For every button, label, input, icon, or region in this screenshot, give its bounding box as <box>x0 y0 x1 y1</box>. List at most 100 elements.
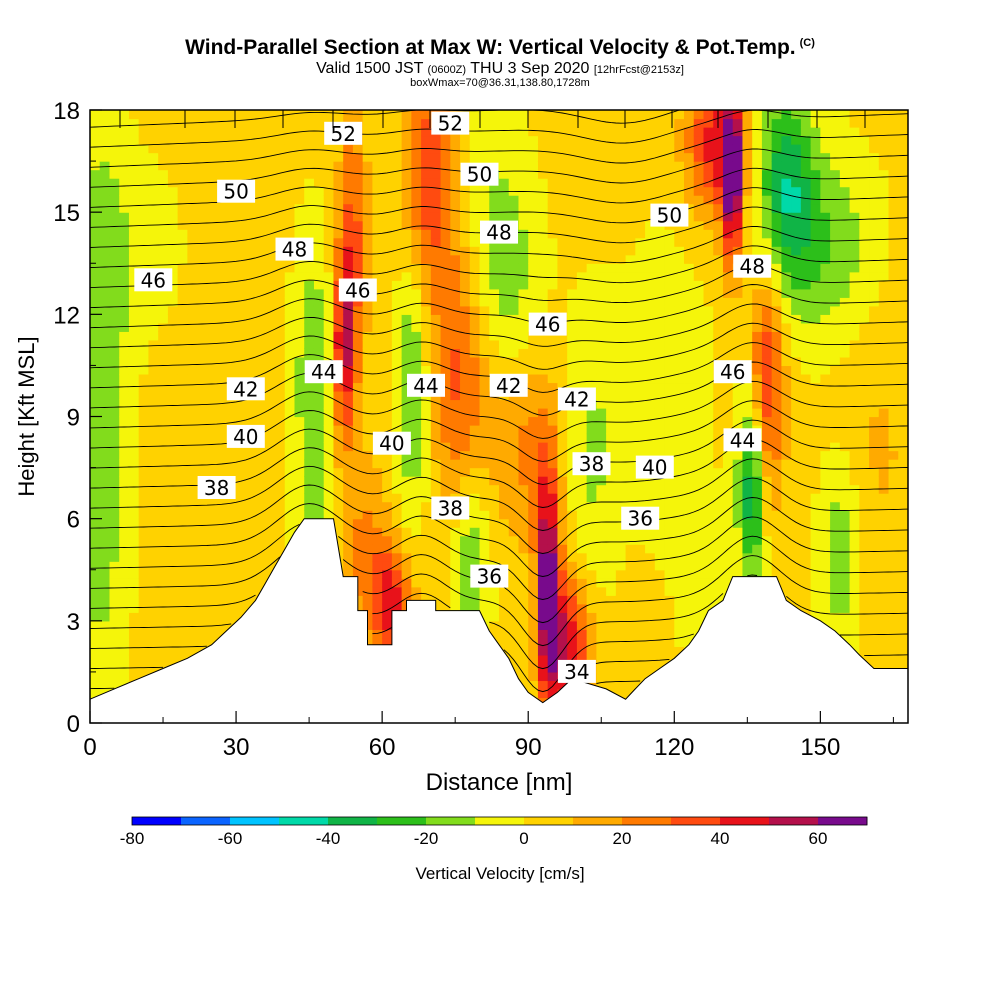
velocity-cell <box>372 535 383 545</box>
velocity-cell <box>421 476 432 486</box>
velocity-cell <box>304 152 315 162</box>
velocity-cell <box>216 314 227 324</box>
velocity-cell <box>343 331 354 341</box>
velocity-cell <box>674 195 685 205</box>
velocity-cell <box>567 595 578 605</box>
velocity-cell <box>654 603 666 613</box>
velocity-cell <box>421 442 432 452</box>
velocity-cell <box>693 595 705 605</box>
velocity-cell <box>508 442 520 452</box>
velocity-cell <box>411 339 422 349</box>
velocity-cell <box>547 399 559 409</box>
velocity-cell <box>518 484 529 494</box>
velocity-cell <box>499 425 510 435</box>
velocity-cell <box>742 552 753 562</box>
velocity-cell <box>167 425 179 435</box>
velocity-cell <box>109 450 120 460</box>
velocity-cell <box>304 382 315 392</box>
velocity-cell <box>411 161 422 171</box>
velocity-cell <box>421 399 432 409</box>
velocity-cell <box>187 195 198 205</box>
velocity-cell <box>255 356 266 367</box>
velocity-cell <box>128 433 140 443</box>
velocity-cell <box>236 161 247 171</box>
velocity-cell <box>119 356 130 367</box>
velocity-cell <box>713 169 724 179</box>
velocity-cell <box>138 195 150 205</box>
velocity-cell <box>382 220 393 230</box>
velocity-cell <box>197 331 208 341</box>
velocity-cell <box>703 246 714 256</box>
velocity-cell <box>722 382 734 392</box>
velocity-cell <box>479 484 490 494</box>
velocity-cell <box>372 544 383 554</box>
velocity-cell <box>294 280 305 290</box>
velocity-cell <box>625 365 636 375</box>
velocity-cell <box>547 484 559 494</box>
velocity-cell <box>138 297 150 307</box>
velocity-cell <box>284 356 296 367</box>
velocity-cell <box>90 620 101 630</box>
velocity-cell <box>138 586 150 596</box>
velocity-cell <box>528 263 539 273</box>
velocity-cell <box>265 399 276 409</box>
velocity-cell <box>206 518 218 528</box>
chart-subtitle-box: boxWmax=70@36.31,138.80,1728m <box>410 77 590 89</box>
velocity-cell <box>187 442 198 452</box>
velocity-cell <box>450 348 461 358</box>
velocity-cell <box>265 476 276 486</box>
velocity-cell <box>313 118 325 128</box>
velocity-cell <box>440 416 451 426</box>
velocity-cell <box>362 314 374 324</box>
velocity-cell <box>197 433 208 443</box>
velocity-cell <box>713 544 724 554</box>
velocity-cell <box>586 178 597 188</box>
velocity-cell <box>606 135 617 145</box>
velocity-cell <box>752 169 763 179</box>
velocity-cell <box>440 297 451 307</box>
velocity-cell <box>430 399 442 409</box>
velocity-cell <box>489 322 500 332</box>
velocity-cell <box>674 305 685 315</box>
velocity-cell <box>557 382 568 392</box>
velocity-cell <box>713 152 724 162</box>
velocity-cell <box>596 646 607 656</box>
velocity-cell <box>508 212 520 222</box>
velocity-cell <box>479 118 490 128</box>
velocity-cell <box>411 288 422 298</box>
velocity-cell <box>576 220 588 230</box>
velocity-cell <box>128 493 140 503</box>
velocity-cell <box>586 127 597 137</box>
velocity-cell <box>421 203 432 213</box>
velocity-cell <box>119 493 130 503</box>
velocity-cell <box>265 467 276 477</box>
velocity-cell <box>703 552 714 562</box>
velocity-cell <box>635 646 646 656</box>
velocity-cell <box>606 365 617 375</box>
velocity-cell <box>528 646 539 656</box>
velocity-cell <box>167 450 179 460</box>
velocity-cell <box>508 561 520 571</box>
velocity-cell <box>537 629 549 639</box>
velocity-cell <box>401 280 412 290</box>
velocity-cell <box>722 254 734 264</box>
velocity-cell <box>576 654 588 665</box>
velocity-cell <box>518 476 529 486</box>
velocity-cell <box>128 637 140 647</box>
velocity-cell <box>615 425 627 435</box>
velocity-cell <box>265 518 276 528</box>
velocity-cell <box>508 646 520 656</box>
velocity-cell <box>625 578 636 588</box>
velocity-cell <box>265 161 276 171</box>
velocity-cell <box>372 603 383 613</box>
velocity-cell <box>304 110 315 120</box>
velocity-cell <box>333 535 344 545</box>
velocity-cell <box>275 535 286 545</box>
velocity-cell <box>499 586 510 596</box>
velocity-cell <box>216 356 227 367</box>
velocity-cell <box>430 186 442 196</box>
velocity-cell <box>742 518 753 528</box>
velocity-cell <box>158 433 169 443</box>
velocity-cell <box>752 399 763 409</box>
velocity-cell <box>547 518 559 528</box>
